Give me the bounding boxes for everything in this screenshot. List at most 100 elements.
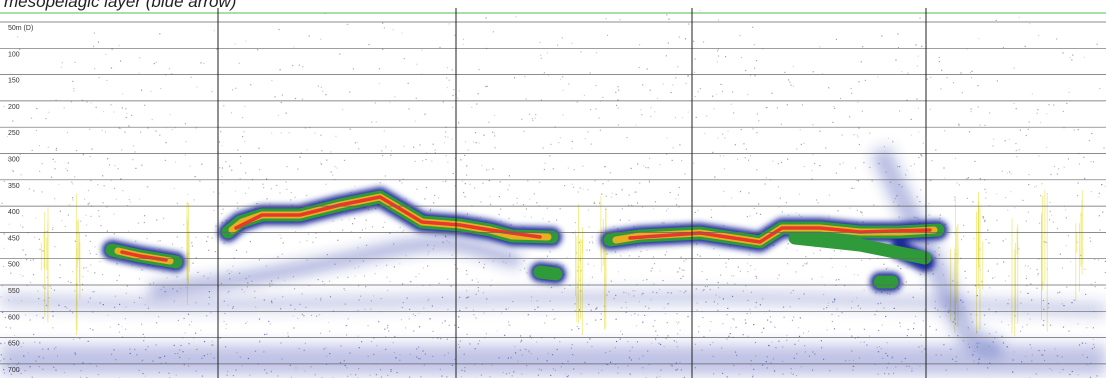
noise-dot [185,154,186,155]
noise-dot [271,280,272,281]
noise-dot [104,185,105,186]
noise-dot [640,251,641,252]
noise-dot [39,145,40,146]
noise-dot [725,56,726,57]
noise-dot [732,91,733,92]
noise-dot [85,235,86,236]
noise-dot [89,250,90,251]
noise-dot [382,155,383,156]
noise-dot [677,333,678,334]
noise-dot [295,98,296,99]
noise-dot [492,168,493,169]
noise-dot [257,49,258,50]
noise-dot [506,309,507,310]
noise-dot [36,130,37,131]
noise-dot [1020,331,1021,332]
noise-dot [599,118,600,119]
noise-dot [92,329,93,330]
noise-dot [793,290,794,291]
noise-dot [449,80,450,81]
noise-dot [457,98,458,99]
noise-dot [1102,212,1103,213]
noise-dot [69,204,70,205]
noise-dot [221,213,222,214]
noise-dot [126,117,127,118]
noise-dot [439,47,440,48]
noise-dot [306,149,307,150]
noise-dot [378,321,379,322]
noise-dot [175,161,176,162]
noise-dot [1046,113,1047,114]
noise-dot [530,336,531,337]
noise-dot [585,138,586,139]
noise-dot [778,163,779,164]
noise-dot [394,336,395,337]
noise-dot [493,309,494,310]
noise-dot [413,147,414,148]
noise-dot [58,184,59,185]
noise-dot [32,150,33,151]
noise-dot [454,35,455,36]
noise-dot [239,63,240,64]
noise-dot [567,376,568,377]
depth-label: 50m (D) [8,25,33,32]
noise-dot [725,263,726,264]
noise-dot [918,157,919,158]
noise-dot [939,61,940,62]
noise-dot [135,168,136,169]
noise-dot [1019,149,1020,150]
noise-dot [235,88,236,89]
noise-dot [696,117,697,118]
noise-dot [621,307,622,308]
noise-dot [114,165,115,166]
noise-dot [719,255,720,256]
noise-dot [756,132,757,133]
noise-dot [342,109,343,110]
noise-dot [722,323,723,324]
noise-dot [90,156,91,157]
noise-dot [941,70,942,71]
noise-dot [129,199,130,200]
noise-dot [233,375,234,376]
noise-dot [834,328,835,329]
noise-dot [284,280,285,281]
noise-dot [795,271,796,272]
noise-dot [1016,108,1017,109]
noise-dot [666,251,667,252]
noise-dot [1077,323,1078,324]
noise-dot [460,340,461,341]
noise-dot [102,175,103,176]
noise-dot [798,327,799,328]
noise-dot [913,328,914,329]
noise-dot [147,127,148,128]
noise-dot [984,315,985,316]
noise-dot [724,137,725,138]
noise-dot [385,175,386,176]
noise-dot [54,198,55,199]
noise-dot [528,314,529,315]
noise-dot [39,239,40,240]
noise-dot [494,115,495,116]
noise-dot [675,198,676,199]
depth-label: 550 [8,288,20,295]
noise-dot [228,270,229,271]
noise-dot [445,320,446,321]
noise-dot [283,242,284,243]
noise-dot [582,166,583,167]
noise-dot [277,375,278,376]
noise-dot [747,94,748,95]
noise-dot [263,187,264,188]
noise-dot [119,128,120,129]
noise-dot [2,285,3,286]
noise-dot [514,77,515,78]
noise-dot [280,342,281,343]
noise-dot [439,283,440,284]
noise-dot [30,282,31,283]
depth-grid: 50m (D)100150200250300350400450500550600… [0,22,1106,374]
noise-dot [384,130,385,131]
noise-dot [907,267,908,268]
noise-dot [654,263,655,264]
noise-dot [199,181,200,182]
noise-dot [859,144,860,145]
noise-dot [177,276,178,277]
